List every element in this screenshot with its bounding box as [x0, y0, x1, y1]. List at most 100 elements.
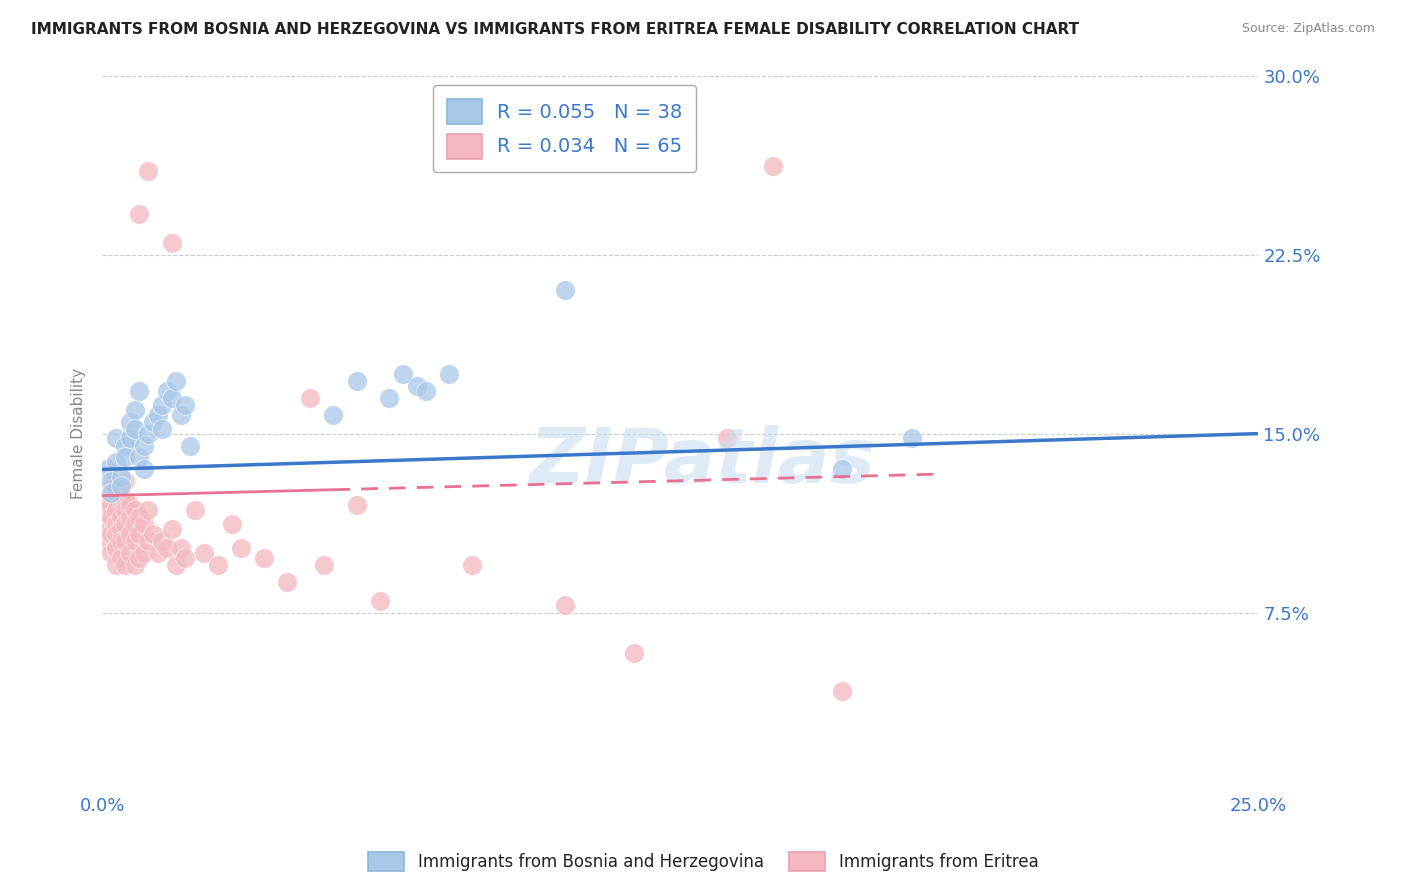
Point [138, 503, 160, 517]
Point [128, 510, 150, 524]
Point [100, 527, 122, 541]
Point [165, 558, 187, 572]
Text: Source: ZipAtlas.com: Source: ZipAtlas.com [1241, 22, 1375, 36]
Point [124, 402, 146, 417]
Point [110, 493, 132, 508]
Point [105, 541, 128, 556]
Point [276, 574, 298, 589]
Point [96, 517, 118, 532]
Point [142, 527, 165, 541]
Point [146, 408, 169, 422]
Point [128, 550, 150, 565]
Point [170, 541, 193, 556]
Point [437, 367, 460, 381]
Point [156, 541, 179, 556]
Point [96, 462, 118, 476]
Point [114, 558, 136, 572]
Point [392, 367, 415, 381]
Point [114, 475, 136, 489]
Point [160, 235, 183, 250]
Point [831, 462, 853, 476]
Point [346, 374, 368, 388]
Point [716, 431, 738, 445]
Point [100, 475, 122, 489]
Point [100, 486, 122, 500]
Point [762, 159, 785, 173]
Point [128, 527, 150, 541]
Point [160, 522, 183, 536]
Point [96, 498, 118, 512]
Point [100, 479, 122, 493]
Point [100, 510, 122, 524]
Point [118, 415, 141, 429]
Point [128, 207, 150, 221]
Point [221, 517, 243, 532]
Point [170, 408, 193, 422]
Point [138, 426, 160, 441]
Point [193, 546, 215, 560]
Legend: R = 0.055   N = 38, R = 0.034   N = 65: R = 0.055 N = 38, R = 0.034 N = 65 [433, 86, 696, 172]
Point [146, 546, 169, 560]
Point [150, 534, 173, 549]
Point [114, 438, 136, 452]
Y-axis label: Female Disability: Female Disability [72, 368, 86, 500]
Text: ZIPatlas: ZIPatlas [530, 425, 876, 500]
Point [105, 527, 128, 541]
Point [253, 550, 276, 565]
Point [114, 493, 136, 508]
Point [165, 374, 187, 388]
Point [415, 384, 437, 398]
Point [138, 164, 160, 178]
Point [132, 546, 155, 560]
Point [128, 384, 150, 398]
Point [179, 438, 201, 452]
Point [110, 534, 132, 549]
Point [314, 558, 336, 572]
Point [114, 450, 136, 465]
Point [114, 503, 136, 517]
Point [105, 558, 128, 572]
Point [900, 431, 922, 445]
Point [118, 498, 141, 512]
Point [461, 558, 484, 572]
Point [132, 438, 155, 452]
Point [110, 510, 132, 524]
Point [183, 503, 205, 517]
Point [623, 646, 645, 660]
Point [124, 503, 146, 517]
Point [105, 486, 128, 500]
Point [124, 517, 146, 532]
Point [554, 284, 576, 298]
Point [405, 379, 427, 393]
Point [368, 593, 391, 607]
Point [150, 422, 173, 436]
Point [105, 455, 128, 469]
Point [118, 510, 141, 524]
Point [174, 398, 197, 412]
Point [96, 534, 118, 549]
Point [100, 546, 122, 560]
Point [322, 408, 344, 422]
Point [110, 550, 132, 565]
Point [110, 469, 132, 483]
Point [174, 550, 197, 565]
Point [110, 522, 132, 536]
Legend: Immigrants from Bosnia and Herzegovina, Immigrants from Eritrea: Immigrants from Bosnia and Herzegovina, … [360, 843, 1046, 880]
Point [229, 541, 252, 556]
Point [207, 558, 229, 572]
Point [105, 517, 128, 532]
Point [299, 391, 322, 405]
Point [100, 498, 122, 512]
Point [114, 534, 136, 549]
Point [156, 384, 179, 398]
Point [142, 415, 165, 429]
Point [105, 431, 128, 445]
Point [378, 391, 401, 405]
Point [118, 527, 141, 541]
Point [150, 398, 173, 412]
Point [114, 517, 136, 532]
Point [831, 684, 853, 698]
Point [554, 599, 576, 613]
Point [110, 479, 132, 493]
Point [346, 498, 368, 512]
